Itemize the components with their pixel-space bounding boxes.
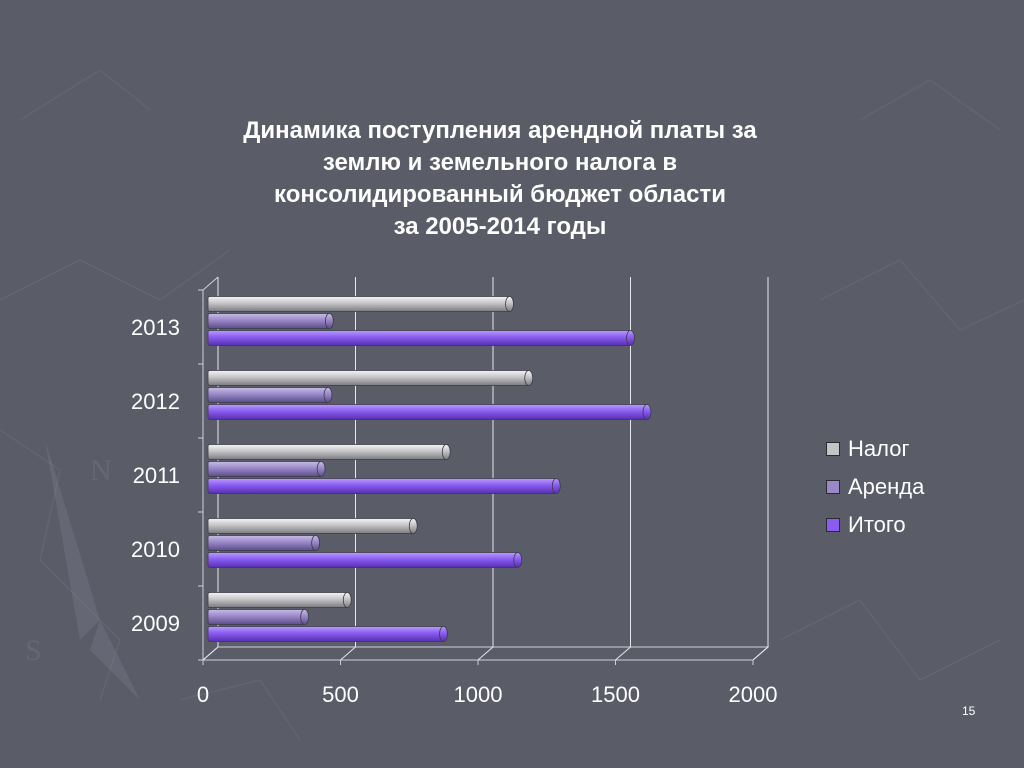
bar-Налог-2009-cap — [342, 592, 352, 608]
bar-Аренда-2012-cap — [323, 387, 333, 403]
title-line-4: за 2005-2014 годы — [393, 213, 607, 240]
gridline-depth — [340, 646, 356, 661]
legend-label-itogo: Итого — [848, 512, 906, 537]
compass-decoration: N S — [25, 440, 140, 700]
legend-swatch-itogo — [826, 518, 840, 532]
svg-text:S: S — [25, 634, 42, 667]
bar-Итого-2011 — [207, 478, 557, 494]
y-tick-label: 2013 — [131, 315, 180, 340]
bar-Итого-2011-cap — [551, 478, 561, 494]
gridline-depth — [477, 646, 494, 661]
page-number: 15 — [962, 704, 976, 718]
bar-Аренда-2010-cap — [311, 535, 321, 551]
bar-Аренда-2009-cap — [300, 609, 310, 625]
bar-Налог-2012 — [207, 370, 530, 386]
y-tick-label: 2012 — [131, 389, 180, 414]
bar-Итого-2010-cap — [513, 552, 523, 568]
title-line-3: консолидированный бюджет области — [274, 181, 726, 208]
slide-title: Динамика поступления арендной платы за з… — [150, 115, 850, 243]
legend-item-arenda: Аренда — [826, 468, 924, 506]
y-tick-label: 2010 — [131, 537, 180, 562]
bar-Аренда-2010 — [207, 535, 317, 551]
bar-Аренда-2011 — [207, 461, 322, 477]
bar-Аренда-2009 — [207, 609, 306, 625]
chart-legend: Налог Аренда Итого — [826, 430, 924, 544]
title-line-2: землю и земельного налога в — [322, 149, 678, 176]
gridline-depth — [615, 646, 631, 661]
x-tick-label: 0 — [197, 682, 209, 707]
bar-Налог-2013 — [207, 296, 510, 312]
bar-Итого-2012-cap — [642, 404, 652, 420]
bar-Итого-2012 — [207, 404, 648, 420]
bar-Налог-2011-cap — [441, 444, 451, 460]
bar-Налог-2012-cap — [524, 370, 534, 386]
bar-Налог-2009 — [207, 592, 348, 608]
bar-Налог-2010-cap — [408, 518, 418, 534]
y-tick-label: 2011 — [133, 463, 180, 488]
bar-Налог-2010 — [207, 518, 414, 534]
legend-swatch-arenda — [826, 480, 840, 494]
x-tick-label: 2000 — [729, 682, 778, 707]
bar-Итого-2009 — [207, 626, 444, 642]
y-tick-label: 2009 — [131, 611, 180, 636]
bar-Аренда-2011-cap — [316, 461, 326, 477]
bar-Аренда-2013-cap — [324, 313, 334, 329]
x-tick-label: 500 — [322, 682, 359, 707]
legend-label-nalog: Налог — [848, 436, 910, 461]
gridline-depth — [752, 646, 769, 661]
bar-Налог-2011 — [207, 444, 447, 460]
gridline-depth — [202, 646, 219, 661]
legend-item-itogo: Итого — [826, 506, 924, 544]
svg-text:N: N — [90, 454, 112, 487]
bar-Налог-2013-cap — [505, 296, 514, 312]
bar-Итого-2013 — [207, 330, 631, 346]
x-tick-label: 1000 — [454, 682, 503, 707]
legend-label-arenda: Аренда — [848, 474, 925, 499]
x-tick-label: 1500 — [591, 682, 640, 707]
bar-Аренда-2012 — [207, 387, 329, 403]
bar-Итого-2013-cap — [626, 330, 635, 346]
legend-item-nalog: Налог — [826, 430, 924, 468]
bar-Итого-2010 — [207, 552, 519, 568]
bar-Итого-2009-cap — [439, 626, 448, 642]
legend-swatch-nalog — [826, 442, 840, 456]
bar-Аренда-2013 — [207, 313, 330, 329]
title-line-1: Динамика поступления арендной платы за — [243, 117, 757, 144]
